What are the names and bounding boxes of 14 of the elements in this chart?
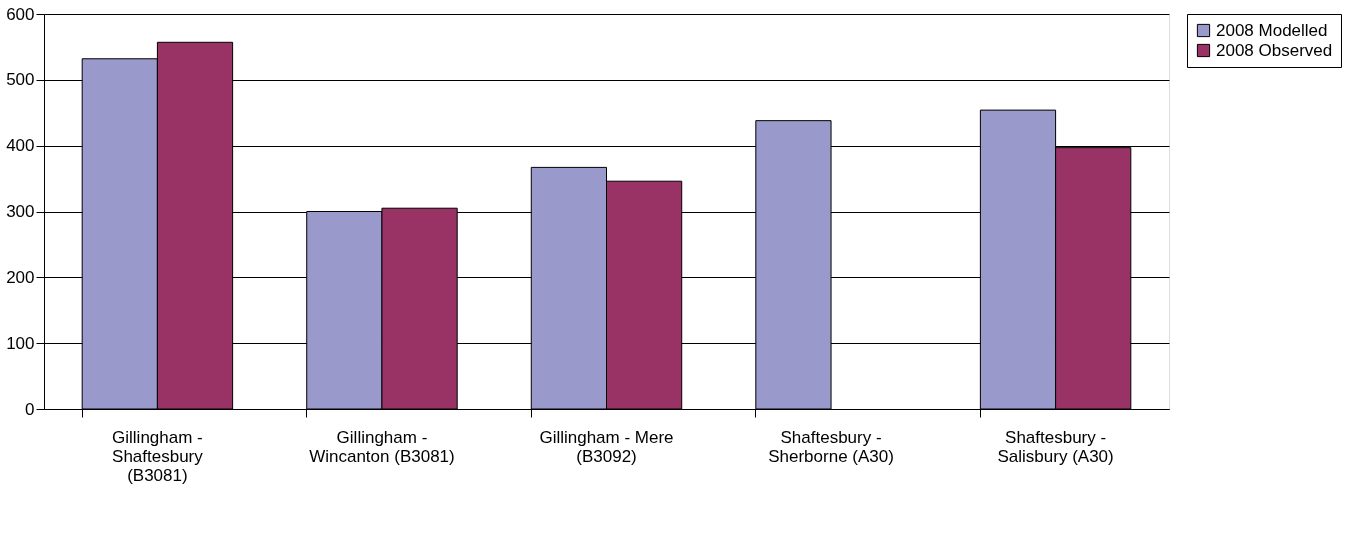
legend-label: 2008 Modelled (1216, 20, 1328, 40)
x-tick-label: Gillingham - Mere (B3092) (539, 427, 674, 466)
y-tick-label: 100 (6, 333, 35, 353)
y-tick-label: 600 (6, 4, 35, 24)
y-tick-label: 400 (6, 136, 35, 156)
y-tick-label: 200 (6, 267, 35, 287)
x-tick-label: Shaftesbury - Salisbury (A30) (997, 427, 1114, 466)
x-tick-label: Shaftesbury - Sherborne (A30) (768, 427, 894, 466)
y-tick-label: 500 (6, 70, 35, 90)
y-tick-label: 0 (25, 399, 35, 419)
legend-label: 2008 Observed (1216, 40, 1333, 60)
y-tick-label: 300 (6, 202, 35, 221)
x-tick-label: Gillingham - Wincanton (B3081) (309, 427, 455, 466)
x-tick-label: Gillingham - Shaftesbury (B3081) (112, 427, 204, 485)
